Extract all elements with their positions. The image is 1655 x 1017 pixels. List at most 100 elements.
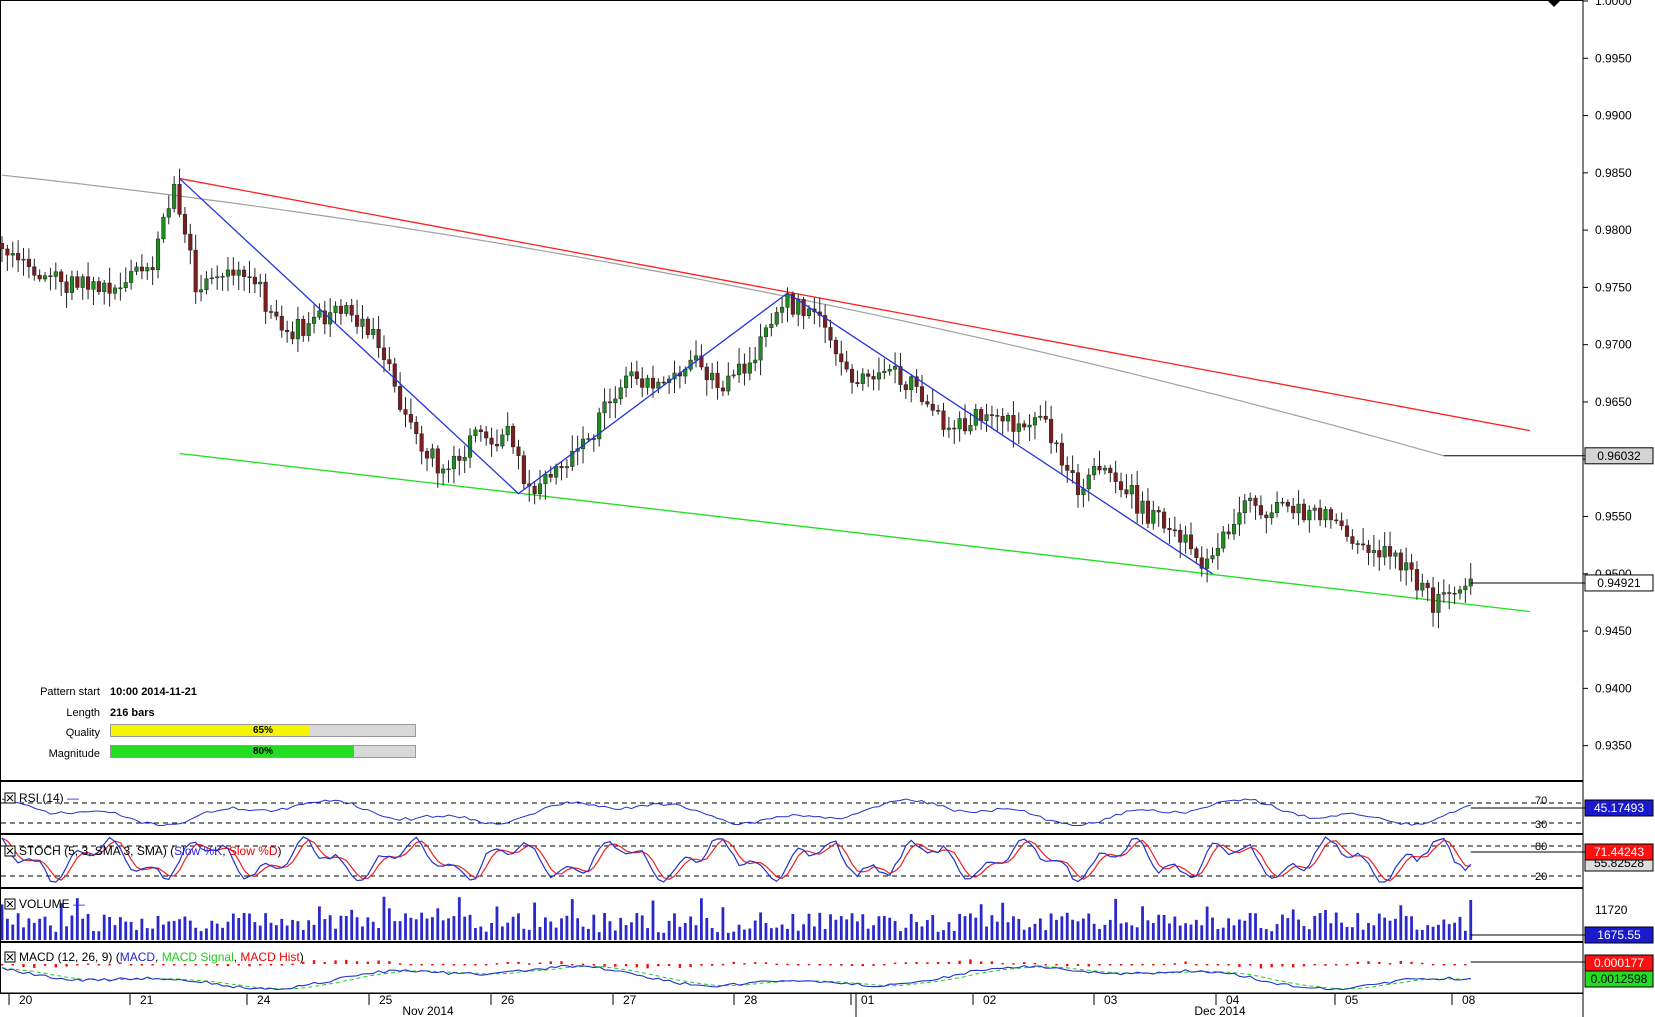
candle-body [435, 448, 440, 474]
candle [564, 459, 569, 478]
macd-hist-bar [33, 964, 36, 968]
candle-body [1172, 529, 1177, 532]
candle-body [268, 311, 274, 313]
candle [753, 347, 758, 372]
volume-bar [167, 921, 171, 940]
candle-body [1140, 500, 1145, 514]
macd-secondary-value: 0.0012598 [1591, 972, 1648, 986]
candle-body [1000, 415, 1005, 422]
indicator-title: RSI (14) — [19, 791, 79, 805]
candle [537, 470, 543, 500]
candle [1043, 400, 1048, 423]
candle [311, 304, 317, 334]
volume-bar [689, 916, 693, 940]
volume-bar [899, 931, 902, 940]
candle-body [1210, 555, 1215, 560]
volume-bar [1447, 924, 1451, 940]
volume-bar [70, 915, 74, 940]
macd-hist-bar [592, 964, 595, 966]
volume-bar [565, 915, 569, 940]
candle-body [387, 359, 392, 365]
candle-body [392, 363, 397, 387]
candle [710, 362, 715, 389]
volume-bar [613, 930, 617, 940]
candle-body [317, 310, 322, 318]
indicator-title-part: , [155, 950, 162, 964]
volume-bar [1383, 917, 1387, 940]
volume-bar [366, 917, 370, 940]
macd-hist-bar [485, 964, 488, 966]
macd-hist-bar [1238, 964, 1241, 967]
volume-bar [1098, 928, 1101, 940]
macd-hist-bar [1313, 964, 1316, 966]
candle-body [424, 450, 430, 459]
volume-bar [1012, 916, 1015, 940]
candle [290, 321, 295, 345]
macd-hist-bar [915, 962, 918, 964]
candle-body [780, 307, 785, 313]
candle [441, 464, 446, 486]
candle-body [564, 466, 569, 469]
candle-body [258, 281, 263, 285]
candle-body [1409, 562, 1414, 570]
candle-body [220, 276, 225, 278]
volume-bar [1135, 927, 1139, 940]
macd-hist-bar [1044, 964, 1047, 966]
candle-body [274, 311, 279, 317]
volume-bar [974, 917, 978, 940]
macd-hist-bar [1033, 962, 1037, 965]
candle [365, 316, 370, 339]
volume-bar [65, 926, 68, 940]
candle [747, 347, 752, 381]
candle [473, 426, 478, 443]
volume-bar [124, 921, 128, 940]
date-tick-label: 21 [140, 993, 154, 1007]
volume-bar [1453, 922, 1456, 940]
stoch-d-line [1, 837, 1471, 882]
volume-bar [1038, 918, 1042, 940]
candle [849, 364, 855, 394]
volume-bar [113, 925, 117, 940]
candle [1296, 490, 1301, 526]
candle [220, 272, 225, 291]
volume-bar [172, 920, 176, 940]
macd-hist-bar [560, 961, 563, 964]
macd-hist-bar [1023, 961, 1026, 964]
volume-bar [231, 913, 235, 940]
candle-body [769, 324, 774, 329]
indicator-title-part: , [234, 950, 241, 964]
candle [102, 279, 107, 305]
volume-bar [1049, 913, 1053, 940]
volume-bar [318, 906, 321, 940]
volume-bar [1184, 923, 1187, 940]
candle [1027, 414, 1032, 441]
macd-hist-bar [764, 962, 768, 964]
candle-body [693, 355, 699, 361]
candle-body [349, 305, 354, 316]
volume-bar [587, 928, 590, 940]
candle-body [710, 372, 715, 381]
volume-bar [1420, 929, 1424, 940]
candle-body [1183, 534, 1188, 543]
macd-hist-bar [1302, 964, 1306, 967]
candle-body [1156, 510, 1161, 513]
macd-hist-bar [786, 963, 789, 966]
volume-bar [49, 925, 52, 940]
macd-hist-bar [872, 964, 875, 966]
volume-bar [942, 930, 945, 940]
macd-hist-bar [840, 964, 843, 966]
candle [435, 445, 440, 488]
candle-body [903, 384, 908, 391]
candle [419, 425, 424, 465]
candle [139, 254, 144, 280]
date-tick-label: 05 [1345, 993, 1359, 1007]
macd-hist-bar [710, 964, 714, 966]
volume-bar [151, 928, 155, 940]
candle [1108, 464, 1113, 483]
candle-body [559, 466, 564, 469]
candle [634, 360, 639, 386]
volume-bar [888, 917, 892, 940]
volume-bar [0, 904, 4, 940]
candle-body [1436, 594, 1441, 613]
candle [1156, 506, 1161, 527]
